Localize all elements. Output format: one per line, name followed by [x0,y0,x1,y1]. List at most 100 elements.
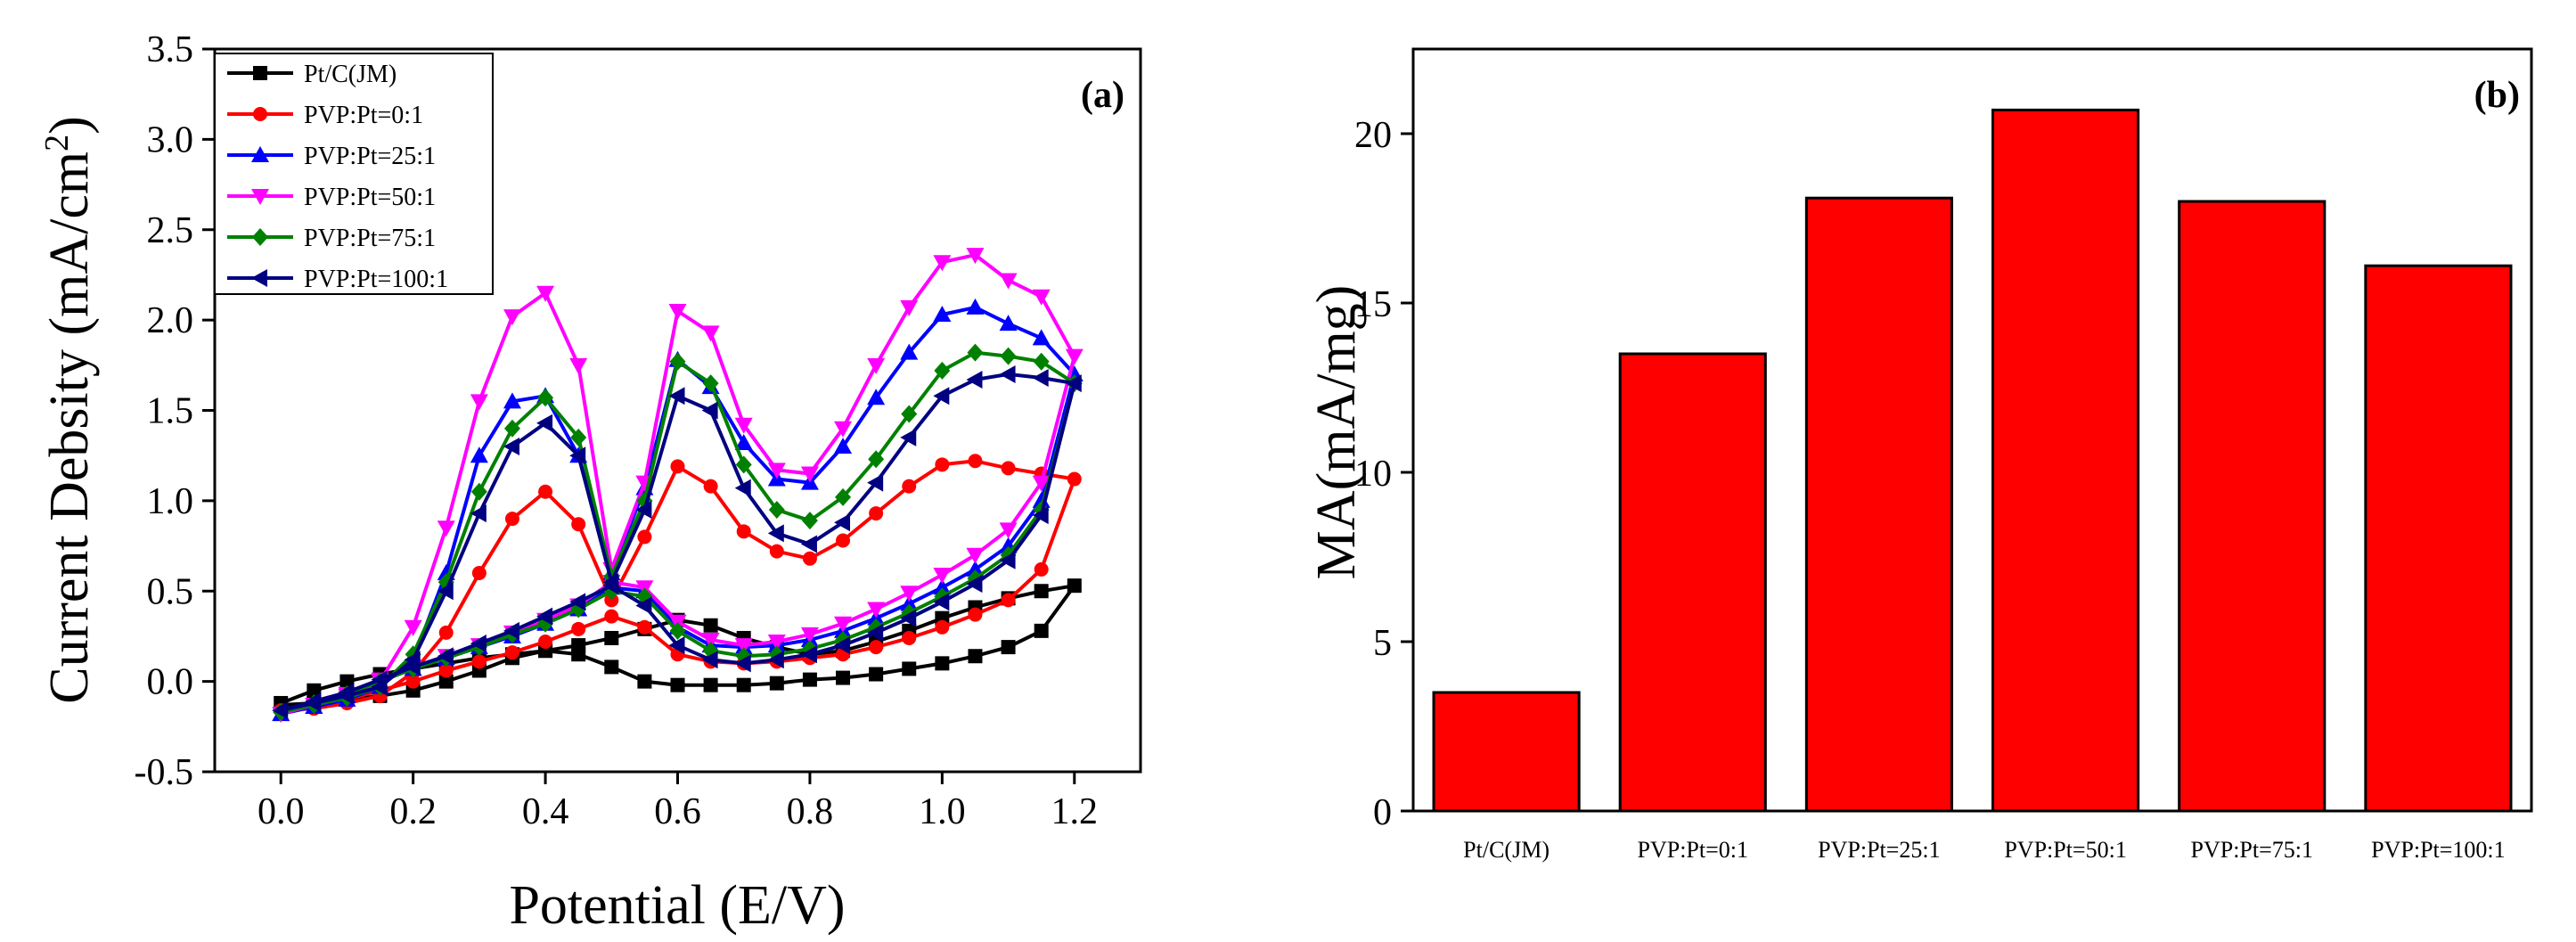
data-point [734,433,753,450]
data-point [404,651,421,669]
legend-item-pvp-pt-100-1: PVP:Pt=100:1 [227,266,448,293]
panel-b-label: (b) [2474,75,2520,116]
data-point [900,299,919,316]
data-point [935,457,950,472]
data-point [933,255,952,272]
data-point [536,285,555,302]
series-pvp-pt-0-1 [274,454,1082,718]
data-point [307,683,322,698]
data-point [670,459,685,474]
data-point [438,663,454,678]
data-point [470,635,487,653]
panel-b-y-tick-label: 0 [1373,792,1392,833]
data-point [703,479,718,494]
data-point [933,568,952,585]
panel-b-y-tick-label: 5 [1373,623,1392,664]
data-point [570,428,587,446]
panel-a-y-tick-label: 0.5 [147,571,194,612]
panel-b-category-label: Pt/C(JM) [1463,837,1550,863]
bar-pt-c-jm [1432,691,1581,813]
data-point [668,636,685,655]
data-point [867,473,884,492]
data-point [999,273,1018,290]
panel-a-y-tick-label: 3.5 [147,29,194,70]
data-point [569,446,586,465]
data-point [1034,561,1049,577]
data-point [966,547,985,564]
panel-a-y-tick-label: 2.0 [147,300,194,341]
bar-pvp-pt-50-1 [1991,108,2140,813]
data-point [470,504,487,523]
data-point [569,357,588,374]
data-point [569,593,586,611]
data-point [703,677,718,692]
data-point [404,619,422,636]
panel-a-ticks-layer: 0.0 0.2 0.4 0.6 0.8 1.0 1.2 -0.5 0.0 0.5 1.0 1.5 2.0… [135,29,1099,832]
data-point [869,640,884,655]
legend-marker [252,228,268,246]
data-point [968,649,983,664]
data-point [701,401,718,420]
data-point [1034,584,1049,599]
data-point [768,501,785,520]
data-point [767,524,784,543]
panel-a-x-tick-label: 1.2 [1051,791,1099,832]
data-point [802,551,817,566]
data-point [669,621,686,640]
data-point [702,374,719,393]
legend-label: PVP:Pt=75:1 [304,225,436,252]
panel-a-x-tick-label: 0.6 [654,791,701,832]
panel-b-bars-layer: Pt/C(JM) PVP:Pt=0:1 PVP:Pt=25:1 PVP:Pt=50:1… [1432,108,2513,863]
legend-marker [253,107,267,121]
data-point [767,463,786,479]
data-point [602,573,619,592]
data-point [371,677,388,696]
panel-b-bar-chart: Pt/C(JM) PVP:Pt=0:1 PVP:Pt=25:1 PVP:Pt=50:1… [1306,47,2533,863]
panel-a-y-axis-title-tail: ) [39,116,100,135]
panel-a-y-tick-label: 1.5 [147,391,194,432]
panel-a-label: (a) [1081,75,1124,116]
data-point [834,636,851,655]
data-point [503,438,519,456]
legend-marker [251,269,267,287]
data-point [867,357,886,374]
data-point [999,551,1016,569]
data-point [835,487,852,506]
data-point [668,387,685,405]
data-point [503,621,519,640]
data-point [604,630,619,645]
panel-a-x-tick-label: 1.0 [919,791,966,832]
data-point [934,361,951,380]
panel-b-y-tick-label: 20 [1354,115,1392,156]
data-point [967,343,984,362]
data-point [800,627,819,643]
data-point [272,701,289,720]
data-point [769,544,784,559]
legend-label: Pt/C(JM) [304,61,397,88]
data-point [901,405,918,423]
data-point [538,484,553,499]
data-point [836,533,851,548]
panel-b-category-label: PVP:Pt=0:1 [1638,837,1749,863]
data-point [305,693,322,712]
data-point [701,651,718,669]
data-point [571,517,586,532]
data-point [867,389,886,405]
legend-item-pvp-pt-50-1: PVP:Pt=50:1 [227,184,436,211]
panel-a-series-layer [272,248,1084,724]
data-point [470,446,488,463]
data-point [668,303,687,320]
data-point [1067,471,1082,487]
data-point [800,645,817,664]
data-point [736,524,751,539]
data-point [339,674,355,689]
data-point [1067,578,1082,594]
panel-a-y-tick-label: 0.0 [147,662,194,703]
data-point [470,394,488,411]
data-point [470,482,487,501]
data-point [800,535,817,553]
data-point [734,638,753,655]
data-point [968,607,983,622]
legend-box [214,53,494,295]
